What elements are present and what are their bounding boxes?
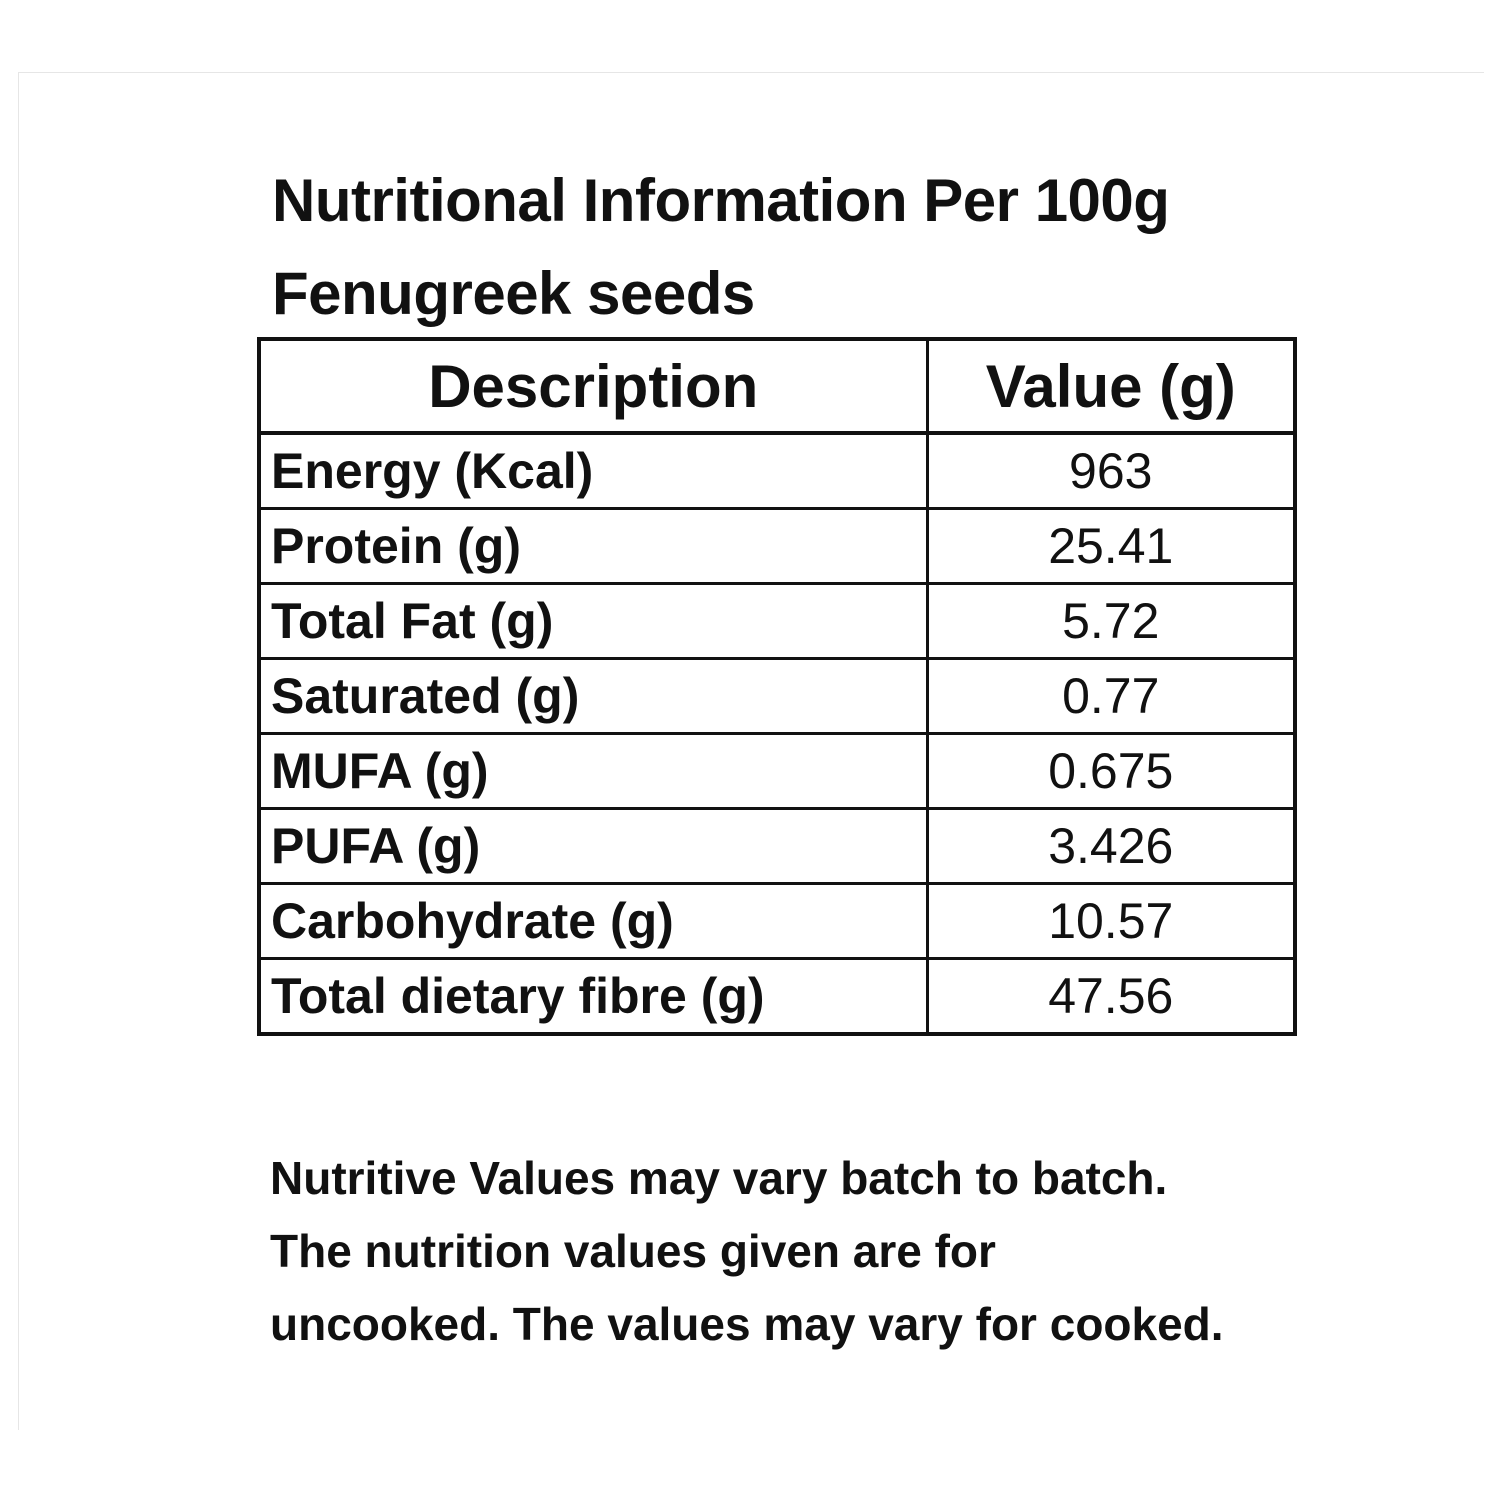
row-description: Total Fat (g) [257,582,929,660]
row-value: 10.57 [925,882,1297,960]
disclaimer-line: uncooked. The values may vary for cooked… [270,1298,1224,1350]
table-row: Protein (g) 25.41 [257,507,1297,585]
table-row: Saturated (g) 0.77 [257,657,1297,735]
row-description: Total dietary fibre (g) [257,957,929,1036]
row-description: Protein (g) [257,507,929,585]
row-value: 0.77 [925,657,1297,735]
row-description: Saturated (g) [257,657,929,735]
table-header-row: Description Value (g) [257,337,1297,435]
row-description: Carbohydrate (g) [257,882,929,960]
table-row: Total dietary fibre (g) 47.56 [257,957,1297,1036]
row-value: 963 [925,431,1297,510]
page-title: Nutritional Information Per 100g [272,167,1170,234]
header-description: Description [257,337,929,435]
row-value: 25.41 [925,507,1297,585]
table-row: PUFA (g) 3.426 [257,807,1297,885]
nutrition-table: Description Value (g) Energy (Kcal) 963 … [257,337,1297,1036]
row-value: 5.72 [925,582,1297,660]
disclaimer-line: Nutritive Values may vary batch to batch… [270,1152,1168,1204]
row-description: PUFA (g) [257,807,929,885]
table-row: Total Fat (g) 5.72 [257,582,1297,660]
row-value: 3.426 [925,807,1297,885]
table-row: Carbohydrate (g) 10.57 [257,882,1297,960]
table-row: MUFA (g) 0.675 [257,732,1297,810]
row-description: MUFA (g) [257,732,929,810]
row-description: Energy (Kcal) [257,431,929,510]
frame-top-border [18,72,1484,73]
row-value: 0.675 [925,732,1297,810]
page-subtitle: Fenugreek seeds [272,260,755,327]
row-value: 47.56 [925,957,1297,1036]
disclaimer-line: The nutrition values given are for [270,1225,996,1277]
header-value: Value (g) [925,337,1297,435]
frame-left-border [18,72,19,1430]
table-row: Energy (Kcal) 963 [257,431,1297,510]
